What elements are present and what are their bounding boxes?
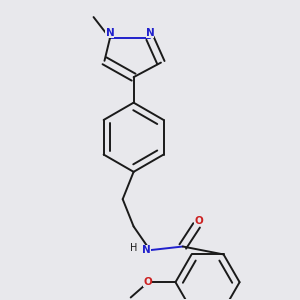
Text: H: H [130, 243, 137, 253]
Text: O: O [194, 216, 203, 226]
Text: N: N [142, 245, 151, 255]
Text: O: O [143, 277, 152, 287]
Text: N: N [106, 28, 114, 38]
Text: N: N [146, 28, 154, 38]
